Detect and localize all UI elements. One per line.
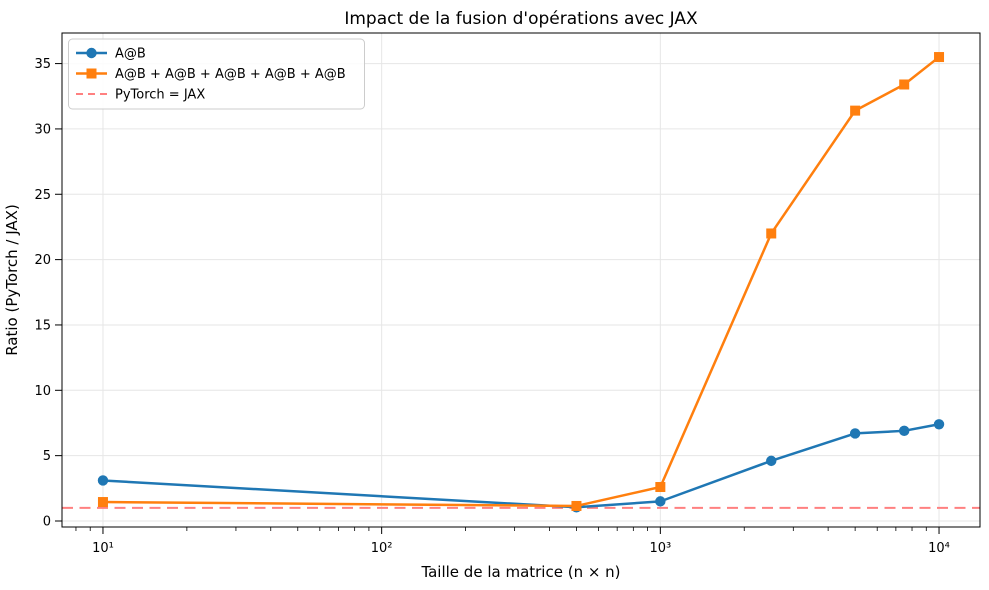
series-1-marker bbox=[934, 52, 945, 63]
x-tick-label: 10³ bbox=[649, 541, 671, 556]
x-tick-label: 10² bbox=[371, 541, 393, 556]
series-line-0 bbox=[102, 423, 940, 509]
x-tick-label: 10⁴ bbox=[928, 541, 950, 556]
y-tick-label: 15 bbox=[34, 318, 51, 333]
axes-and-ticks: 10¹ 10² 10³ 10⁴ 0 5 10 15 20 25 30 35 bbox=[34, 32, 981, 556]
x-tick-label: 10¹ bbox=[92, 541, 114, 556]
legend-label: PyTorch = JAX bbox=[115, 88, 205, 103]
legend-square-marker bbox=[86, 68, 97, 79]
y-tick-label: 10 bbox=[34, 384, 51, 399]
y-axis-label: Ratio (PyTorch / JAX) bbox=[3, 204, 21, 356]
legend-item: A@B bbox=[76, 47, 146, 62]
data-series bbox=[97, 52, 945, 513]
legend-circle-marker bbox=[86, 47, 97, 59]
legend: A@B A@B + A@B + A@B + A@B + A@B PyTorch = … bbox=[68, 38, 365, 110]
y-tick-label: 0 bbox=[43, 514, 51, 529]
series-1-marker bbox=[571, 500, 582, 511]
legend-item: PyTorch = JAX bbox=[76, 88, 205, 103]
grid-lines bbox=[62, 33, 980, 527]
series-1-marker bbox=[899, 79, 910, 90]
legend-item: A@B + A@B + A@B + A@B + A@B bbox=[76, 67, 346, 82]
series-1-marker bbox=[850, 105, 861, 116]
series-1-marker bbox=[97, 497, 108, 508]
series-line-1 bbox=[102, 56, 940, 508]
chart-title: Impact de la fusion d'opérations avec JA… bbox=[344, 9, 698, 29]
series-1-marker bbox=[766, 228, 777, 239]
series-0-marker bbox=[766, 455, 777, 467]
y-tick-label: 5 bbox=[43, 449, 51, 464]
y-tick-label: 30 bbox=[34, 122, 51, 137]
series-1-marker bbox=[655, 482, 666, 493]
y-tick-label: 20 bbox=[34, 253, 51, 268]
series-0-marker bbox=[849, 428, 861, 439]
legend-label: A@B + A@B + A@B + A@B + A@B bbox=[115, 67, 346, 82]
y-tick-label: 35 bbox=[34, 57, 51, 72]
legend-label: A@B bbox=[115, 47, 146, 62]
series-0-marker bbox=[97, 475, 109, 486]
series-0-marker bbox=[899, 425, 910, 437]
plot-border bbox=[61, 32, 981, 528]
series-0-marker bbox=[933, 419, 945, 430]
x-axis-label: Taille de la matrice (n × n) bbox=[420, 563, 620, 581]
legend-box bbox=[68, 38, 365, 110]
y-tick-label: 25 bbox=[34, 188, 51, 203]
series-0-marker bbox=[655, 496, 666, 507]
